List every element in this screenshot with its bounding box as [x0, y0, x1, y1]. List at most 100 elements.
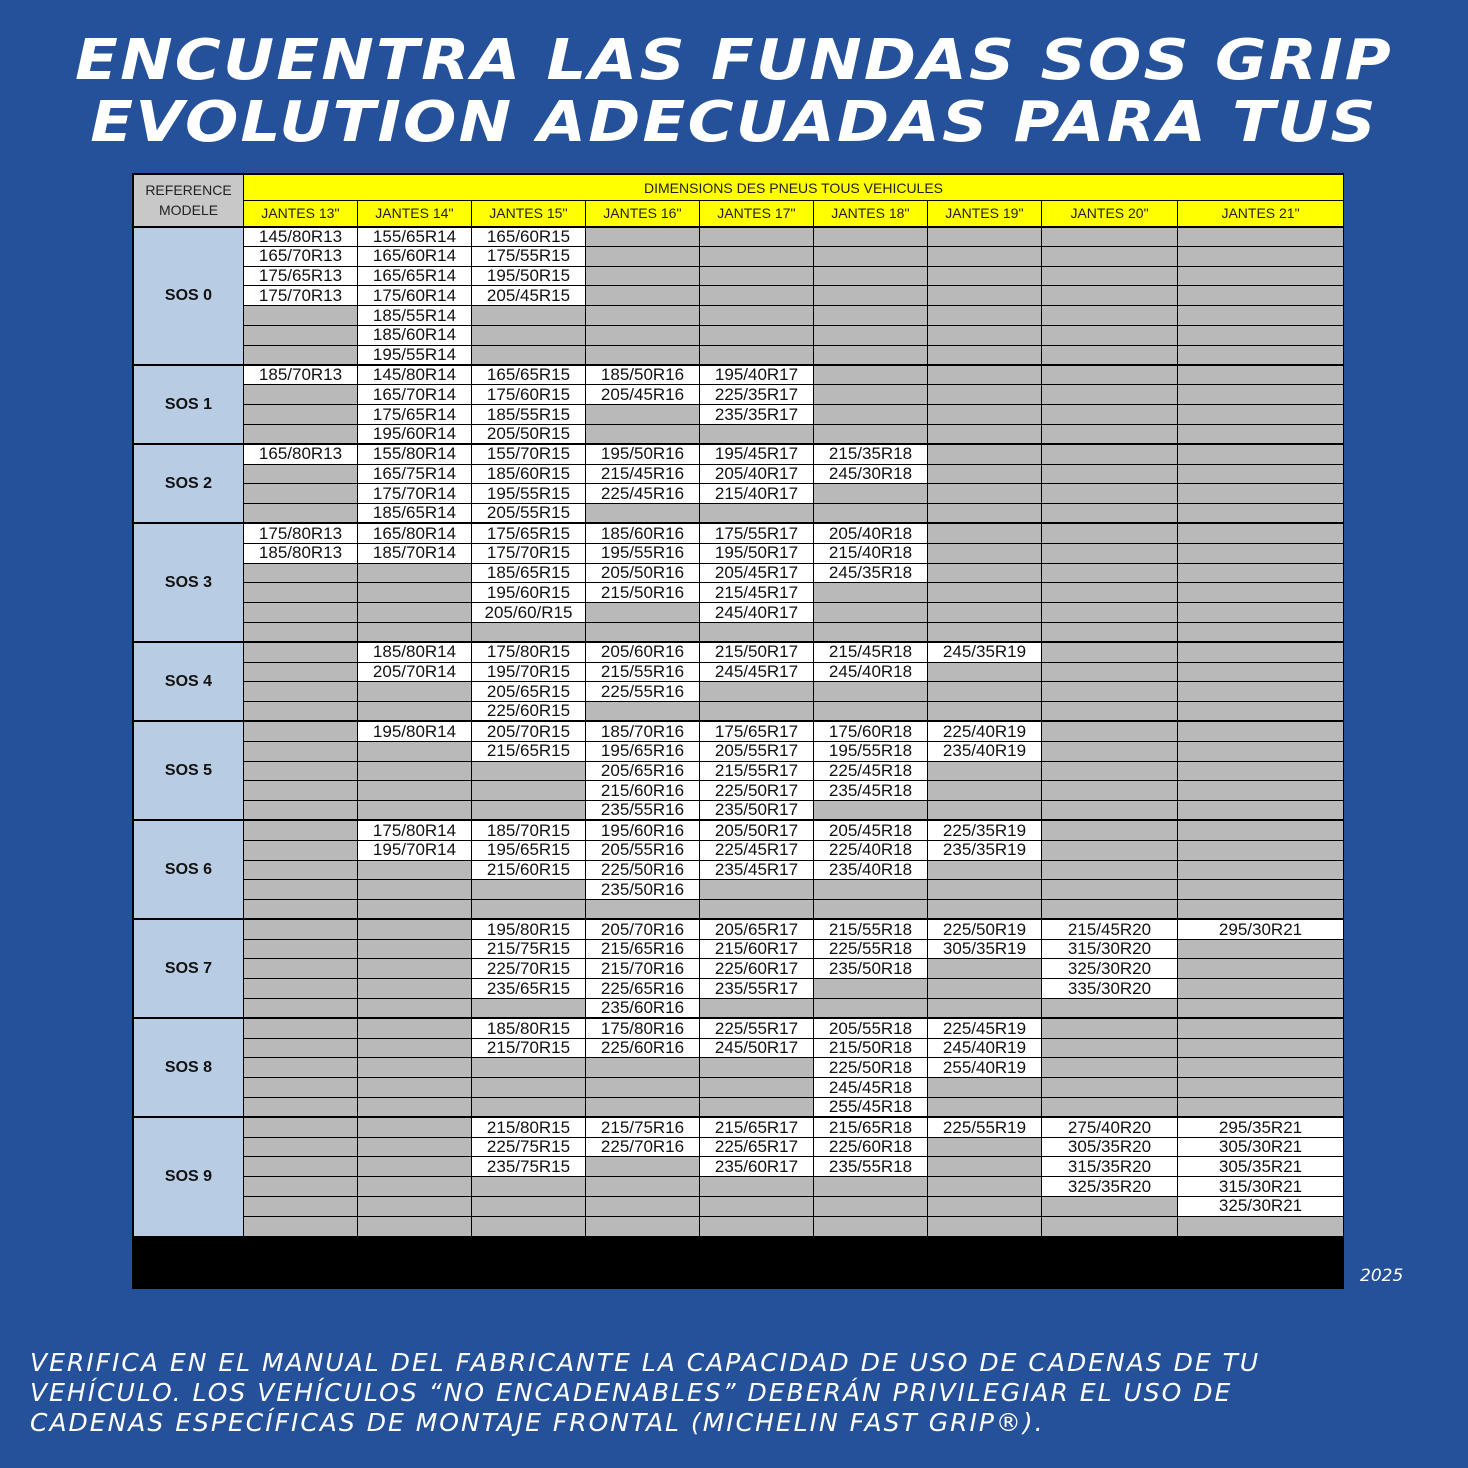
tire-size-cell	[927, 978, 1042, 1000]
tire-size-cell	[243, 978, 358, 1000]
tire-size-cell	[585, 899, 700, 920]
table-row: 165/75R14 185/60R15 215/45R16 205/40R17 245/…	[134, 463, 1345, 485]
tire-size-cell	[243, 800, 358, 821]
tire-size-cell	[357, 780, 472, 802]
tire-size-cell: 205/50R15	[471, 423, 586, 445]
table-row: 175/65R13 165/65R14 195/50R15	[134, 265, 1345, 287]
tire-size-cell: 185/70R13	[243, 364, 358, 386]
tire-size-cell	[813, 245, 928, 267]
tire-size-cell: 325/30R21	[1176, 1196, 1345, 1217]
tire-size-cell	[927, 542, 1042, 564]
tire-size-cell	[585, 265, 700, 287]
tire-size-cell	[243, 720, 358, 742]
tire-size-cell	[927, 1196, 1042, 1217]
tire-size-cell: 225/65R16	[585, 978, 700, 1000]
tire-size-cell: 215/45R16	[585, 463, 700, 485]
tire-size-cell	[357, 1057, 472, 1079]
tire-size-cell	[243, 839, 358, 861]
tire-size-cell: 215/50R17	[699, 641, 814, 663]
tire-size-cell	[1041, 305, 1178, 326]
tire-size-cell	[471, 780, 586, 802]
tire-size-cell: 185/65R15	[471, 562, 586, 584]
table-row: 205/65R15 225/55R16	[134, 681, 1345, 703]
tire-size-cell	[243, 423, 358, 445]
tire-size-cell	[927, 1097, 1042, 1118]
tire-size-cell	[1176, 839, 1345, 861]
tire-size-cell	[1176, 978, 1345, 1000]
tire-size-cell	[585, 1097, 700, 1118]
table-row	[134, 621, 1345, 643]
table-row: 175/70R14 195/55R15 225/45R16 215/40R17	[134, 483, 1345, 505]
tire-size-cell	[585, 285, 700, 307]
tire-size-cell: 195/70R14	[357, 839, 472, 861]
tire-size-cell	[699, 344, 814, 366]
tire-size-cell	[1041, 443, 1178, 465]
tire-size-cell: 195/40R17	[699, 364, 814, 386]
table-row: 235/55R16 235/50R17	[134, 800, 1345, 821]
tire-size-cell: 175/80R14	[357, 819, 472, 841]
tire-size-cell	[1176, 503, 1345, 524]
tire-size-cell	[1176, 245, 1345, 267]
tire-size-cell	[1176, 621, 1345, 643]
tire-size-cell	[1176, 423, 1345, 445]
tire-size-cell	[357, 1176, 472, 1198]
tire-size-cell	[243, 681, 358, 703]
model-reference: SOS 2	[133, 443, 244, 524]
tire-size-cell: 205/70R15	[471, 720, 586, 742]
tire-size-cell: 225/35R19	[927, 819, 1042, 841]
tire-size-cell: 235/50R17	[699, 800, 814, 821]
tire-size-cell	[471, 998, 586, 1019]
tire-size-cell	[243, 1097, 358, 1118]
tire-size-cell	[357, 602, 472, 623]
column-header: JANTES 15''	[471, 200, 586, 227]
tire-size-cell: 185/70R15	[471, 819, 586, 841]
tire-size-cell	[471, 305, 586, 326]
tire-size-cell: 235/35R19	[927, 839, 1042, 861]
tire-size-cell: 165/65R14	[357, 265, 472, 287]
tire-size-cell: 225/35R17	[699, 384, 814, 406]
tire-size-cell	[243, 958, 358, 980]
table-row: 215/60R15 225/50R16 235/45R17 235/40R18	[134, 859, 1345, 881]
tire-size-cell: 225/55R19	[927, 1116, 1042, 1138]
tire-size-cell: 205/50R16	[585, 562, 700, 584]
tire-size-cell	[1176, 800, 1345, 821]
table-row: 235/65R15 225/65R16 235/55R17 335/30R20	[134, 978, 1345, 1000]
tire-size-cell: 295/35R21	[1176, 1116, 1345, 1138]
tire-size-cell: 205/40R18	[813, 522, 928, 544]
tire-size-cell: 195/50R15	[471, 265, 586, 287]
tire-size-cell	[1176, 542, 1345, 564]
tire-size-cell	[1176, 344, 1345, 366]
tire-size-cell: 215/65R18	[813, 1116, 928, 1138]
tire-size-cell	[471, 324, 586, 346]
tire-size-cell	[471, 879, 586, 901]
tire-size-cell	[927, 443, 1042, 465]
tire-size-cell: 315/35R20	[1041, 1156, 1178, 1178]
tire-size-cell	[927, 503, 1042, 524]
column-header: JANTES 14''	[357, 200, 472, 227]
tire-size-cell	[1176, 760, 1345, 782]
tire-size-cell	[927, 602, 1042, 623]
tire-size-cell	[813, 800, 928, 821]
tire-size-cell	[243, 1057, 358, 1079]
tire-size-cell	[1041, 503, 1178, 524]
tire-size-cell	[243, 483, 358, 505]
tire-size-cell: 235/40R18	[813, 859, 928, 881]
table-row: 225/50R18 255/40R19	[134, 1057, 1345, 1079]
tire-size-cell	[1176, 443, 1345, 465]
tire-size-cell	[243, 641, 358, 663]
tire-size-cell	[471, 1097, 586, 1118]
tire-size-cell	[243, 621, 358, 643]
tire-size-cell: 235/55R17	[699, 978, 814, 1000]
tire-size-cell: 195/50R17	[699, 542, 814, 564]
tire-size-cell: 175/60R15	[471, 384, 586, 406]
tire-size-cell	[1176, 364, 1345, 386]
tire-size-cell: 185/55R14	[357, 305, 472, 326]
tire-size-cell	[357, 998, 472, 1019]
tire-size-cell	[585, 245, 700, 267]
dims-header: DIMENSIONS DES PNEUS TOUS VEHICULES	[242, 174, 1345, 201]
tire-size-cell	[1176, 998, 1345, 1019]
tire-size-cell: 335/30R20	[1041, 978, 1178, 1000]
table-row: 165/70R13 165/60R14 175/55R15	[134, 245, 1345, 267]
tire-size-cell: 165/60R14	[357, 245, 472, 267]
tire-size-cell	[699, 681, 814, 703]
